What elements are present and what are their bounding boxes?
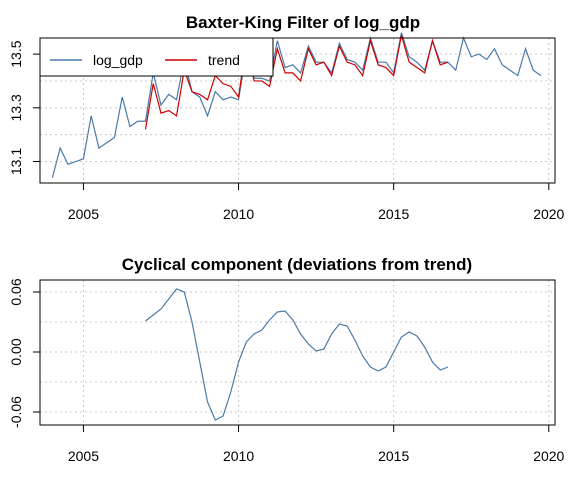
x-tick-label: 2010 [223,448,254,464]
y-tick-label: 0.06 [8,278,24,305]
y-tick-label: 13.3 [8,94,24,121]
y-tick-label: -0.06 [8,396,24,428]
x-tick-label: 2020 [533,448,564,464]
bottom-panel: Cyclical component (deviations from tren… [8,255,565,464]
y-tick-label: 13.5 [8,40,24,67]
x-tick-label: 2015 [378,206,409,222]
y-axis: -0.06 0.00 0.06 [8,278,41,428]
chart-title: Baxter-King Filter of log_gdp [186,13,420,32]
x-tick-label: 2005 [68,448,99,464]
series-line-log_gdp [51,32,542,178]
x-tick-label: 2005 [68,206,99,222]
series-line-series-0 [145,288,449,421]
x-axis: 2005 2010 2015 2020 [68,424,565,464]
y-tick-label: 13.1 [8,148,24,175]
legend-box [39,37,274,77]
legend-label: log_gdp [93,52,143,68]
top-panel: Baxter-King Filter of log_gdp 2005 2010 20… [8,13,565,222]
x-tick-label: 2015 [378,448,409,464]
plot-frame [39,279,556,426]
legend: log_gdp trend [39,37,274,77]
y-axis: 13.1 13.3 13.5 [8,40,41,175]
x-tick-label: 2020 [533,206,564,222]
x-axis: 2005 2010 2015 2020 [68,182,565,222]
y-tick-label: 0.00 [8,338,24,365]
series-line-trend [144,35,449,130]
legend-label: trend [208,52,240,68]
grid [40,280,555,425]
chart-title: Cyclical component (deviations from tren… [122,255,472,274]
x-tick-label: 2010 [223,206,254,222]
